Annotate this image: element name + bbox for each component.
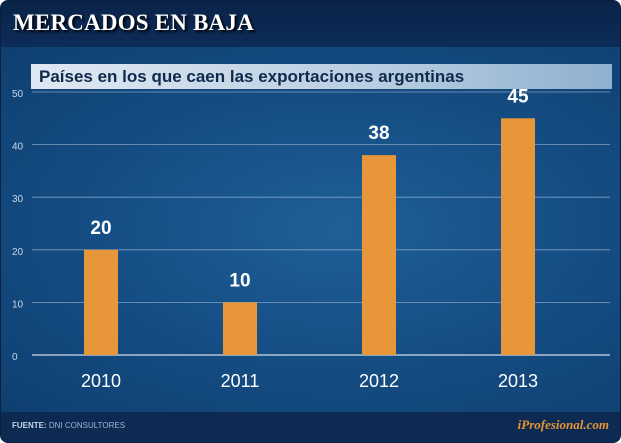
footer-bar <box>1 412 620 442</box>
x-axis-ticks: 2010 2011 2012 2013 <box>81 371 538 391</box>
y-tick-label: 50 <box>12 89 24 100</box>
x-tick-label-2013: 2013 <box>498 371 538 391</box>
y-tick-label: 20 <box>12 247 24 258</box>
source-label: FUENTE: <box>12 421 47 430</box>
data-label-2012: 38 <box>368 123 389 144</box>
source-note: FUENTE: DNI CONSULTORES <box>12 421 125 430</box>
x-tick-label-2010: 2010 <box>81 371 121 391</box>
data-label-2011: 10 <box>229 270 250 291</box>
y-tick-label: 30 <box>12 194 24 205</box>
y-tick-label: 10 <box>12 299 24 310</box>
data-label-2010: 20 <box>90 218 111 239</box>
page-title: MERCADOS EN BAJA <box>13 10 254 35</box>
bar-2012 <box>362 155 396 355</box>
bar-2010 <box>84 249 118 355</box>
brand-logo: iProfesional.com <box>517 417 609 432</box>
y-tick-label: 0 <box>12 352 18 363</box>
data-label-2013: 45 <box>507 86 529 107</box>
bar-2011 <box>223 302 257 355</box>
x-tick-label-2011: 2011 <box>221 371 260 391</box>
bar-2013 <box>501 118 535 355</box>
data-labels: 20 10 38 45 <box>90 86 529 291</box>
x-tick-label-2012: 2012 <box>359 371 399 391</box>
bars <box>84 118 535 355</box>
source-text: DNI CONSULTORES <box>48 421 126 430</box>
header-bar <box>1 1 620 47</box>
y-tick-label: 40 <box>12 142 24 153</box>
y-axis-ticks: 0 10 20 30 40 50 <box>12 89 24 363</box>
subtitle-banner <box>31 64 612 89</box>
chart-title: Países en los que caen las exportaciones… <box>39 67 465 86</box>
